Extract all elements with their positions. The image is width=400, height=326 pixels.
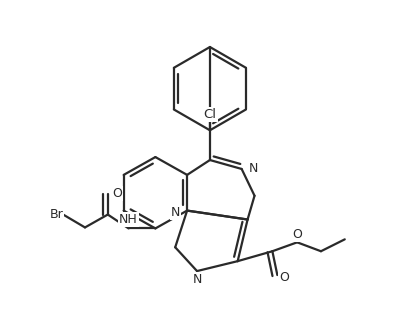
Text: N: N — [192, 274, 202, 287]
Text: O: O — [292, 228, 302, 241]
Text: N: N — [171, 206, 180, 219]
Text: O: O — [279, 271, 289, 284]
Text: O: O — [112, 187, 122, 200]
Text: Br: Br — [49, 208, 63, 221]
Text: N: N — [248, 162, 258, 175]
Text: NH: NH — [119, 213, 138, 226]
Text: Cl: Cl — [204, 108, 216, 121]
